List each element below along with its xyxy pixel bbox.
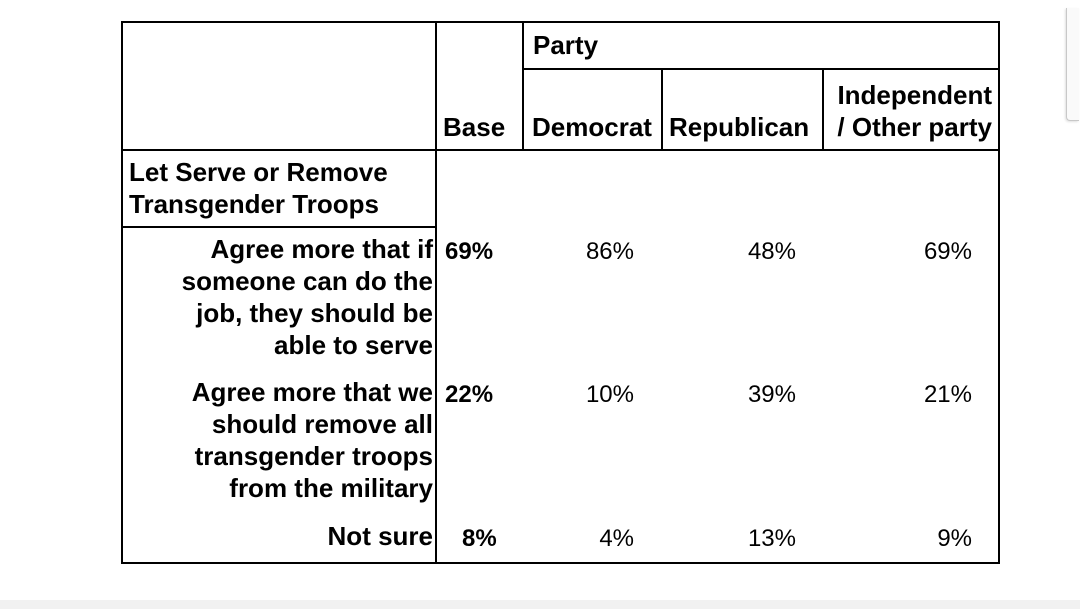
page-edge: [1066, 8, 1079, 121]
row-label-line: from the military: [229, 473, 433, 503]
independent-value: 69%: [923, 238, 972, 265]
independent-header-line2: / Other party: [837, 112, 992, 142]
base-value: 69%: [445, 238, 494, 265]
page-gap: [0, 600, 1080, 609]
party-group-underline: [522, 68, 1000, 70]
republican-value: 39%: [747, 381, 796, 408]
row-label-line: should remove all: [211, 409, 433, 439]
row-label-line: Agree more that we: [191, 377, 433, 407]
party-group-label: Party: [533, 30, 599, 60]
header-bottom-rule: [121, 149, 1000, 151]
republican-column-header: Republican: [669, 112, 810, 142]
democrat-republican-divider: [661, 68, 663, 151]
democrat-column-header: Democrat: [532, 112, 652, 142]
row-label-line: able to serve: [274, 330, 433, 360]
democrat-value: 86%: [585, 238, 634, 265]
republican-independent-divider: [822, 68, 824, 151]
base-column-header: Base: [443, 112, 506, 142]
row-label-line: someone can do the: [181, 266, 433, 296]
section-title-line2: Transgender Troops: [129, 189, 379, 219]
row-label-line: job, they should be: [196, 298, 433, 328]
row-label-line: Agree more that if: [210, 234, 434, 264]
republican-value: 48%: [747, 238, 796, 265]
independent-value: 21%: [923, 381, 972, 408]
base-value: 8%: [462, 525, 497, 552]
base-value: 22%: [445, 381, 494, 408]
crosstab-table: [121, 21, 1000, 564]
democrat-value: 4%: [599, 525, 634, 552]
independent-header-line1: Independent: [837, 80, 992, 110]
row-label-line: transgender troops: [194, 441, 433, 471]
party-column-divider: [522, 21, 524, 151]
republican-value: 13%: [747, 525, 796, 552]
independent-value: 9%: [937, 525, 972, 552]
row-label-line: Not sure: [327, 521, 433, 551]
democrat-value: 10%: [585, 381, 634, 408]
base-column-divider: [435, 21, 437, 564]
section-title-rule: [121, 226, 437, 228]
section-title-line1: Let Serve or Remove: [129, 157, 388, 187]
